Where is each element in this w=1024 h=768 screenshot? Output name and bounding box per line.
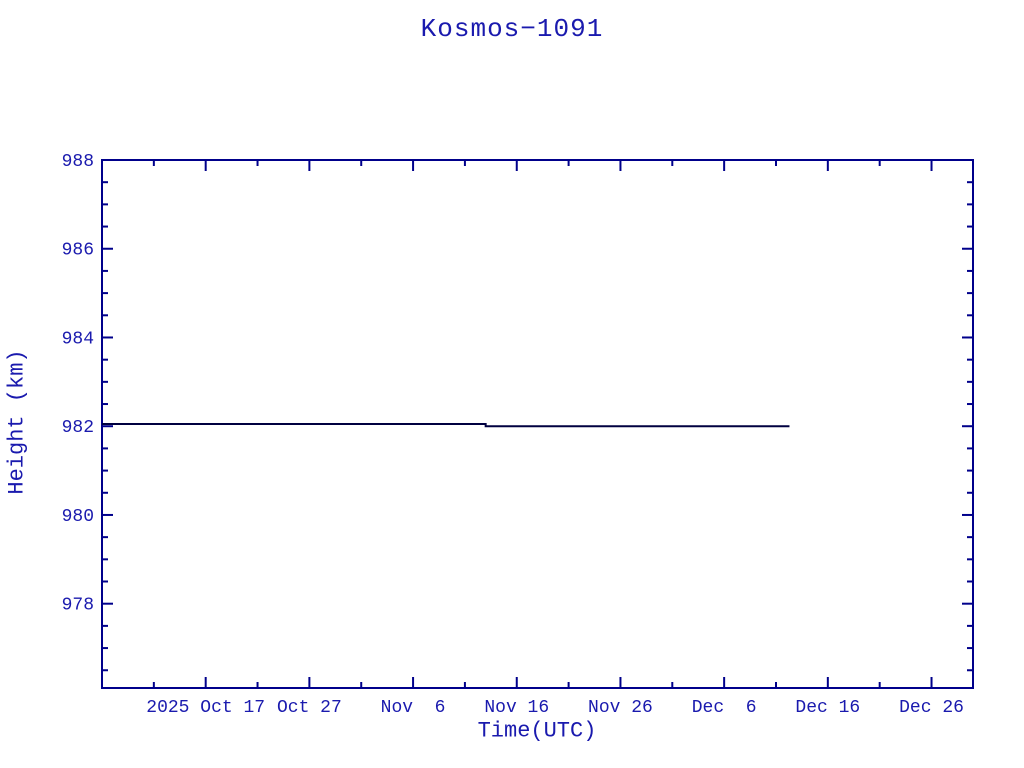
- x-tick-label: Nov 6: [381, 698, 446, 718]
- x-tick-label: Nov 16: [484, 698, 549, 718]
- x-tick-label: 2025 Oct 17: [146, 698, 265, 718]
- y-tick-label: 988: [62, 152, 94, 172]
- x-tick-label: Dec 16: [795, 698, 860, 718]
- x-tick-label: Dec 6: [692, 698, 757, 718]
- y-tick-label: 984: [62, 329, 94, 349]
- y-tick-label: 986: [62, 241, 94, 261]
- y-tick-label: 980: [62, 507, 94, 527]
- series-line-height-km: [102, 423, 790, 428]
- y-tick-label: 978: [62, 596, 94, 616]
- x-tick-label: Dec 26: [899, 698, 964, 718]
- y-tick-label: 982: [62, 418, 94, 438]
- x-axis-title: Time(UTC): [477, 718, 597, 744]
- chart-title: Kosmos−1091: [420, 14, 604, 44]
- x-tick-label: Nov 26: [588, 698, 653, 718]
- x-tick-label: Oct 27: [277, 698, 342, 718]
